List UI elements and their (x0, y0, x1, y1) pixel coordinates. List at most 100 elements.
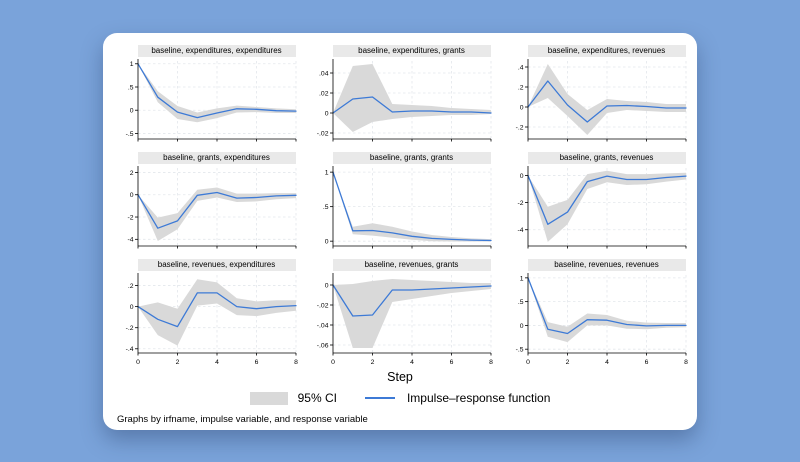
subplot-title: baseline, grants, grants (332, 152, 491, 164)
y-tick-label: 1 (519, 275, 523, 282)
y-tick-label: .5 (322, 204, 328, 211)
y-tick-label: -2 (127, 214, 133, 221)
subplot-cell: baseline, revenues, grants 0 -.02 -.04 -.06… (307, 259, 494, 368)
ci-area (137, 63, 296, 123)
subplot-grid: baseline, expenditures, expenditures 1.5… (103, 33, 697, 368)
subplot-canvas: .04 .02 0 -.02 (316, 59, 492, 142)
subplot-title: baseline, expenditures, revenues (527, 45, 686, 57)
subplot-cell: baseline, grants, grants 1.5 0 (307, 152, 494, 252)
y-tick-label: .04 (319, 70, 329, 77)
ci-area (332, 172, 491, 242)
y-tick-label: -.2 (515, 124, 523, 131)
x-tick-label: 6 (644, 359, 648, 366)
subplot-title: baseline, grants, revenues (527, 152, 686, 164)
y-tick-label: -.4 (125, 346, 133, 353)
subplot-title: baseline, revenues, grants (332, 259, 491, 271)
y-tick-label: -.04 (316, 322, 328, 329)
subplot-canvas: 0 -.02 -.04 -.06 0 2 4 6 8 (316, 273, 493, 366)
ci-legend-label: 95% CI (297, 391, 337, 405)
y-tick-label: 2 (129, 170, 133, 177)
irf-line (331, 284, 492, 317)
y-tick-label: -.5 (125, 131, 133, 138)
irf-line (136, 191, 297, 229)
y-tick-label: .2 (127, 283, 133, 290)
legend: 95% CI Impulse–response function (103, 390, 697, 406)
x-tick-label: 0 (331, 359, 335, 366)
subplot-title: baseline, expenditures, expenditures (137, 45, 296, 57)
x-tick-label: 2 (175, 359, 179, 366)
x-tick-label: 4 (410, 359, 414, 366)
ci-area (137, 279, 296, 346)
irf-legend-line-swatch (364, 397, 395, 399)
x-tick-label: 8 (294, 359, 298, 366)
subplot-cell: baseline, expenditures, revenues .4 .2 0 -.… (502, 45, 689, 145)
y-tick-label: 0 (129, 108, 133, 115)
subplot-cell: baseline, expenditures, grants .04 .02 0 -.… (307, 45, 494, 145)
x-tick-label: 8 (489, 359, 493, 366)
subplot-cell: baseline, grants, expenditures 2 0 -2 -4 (112, 152, 299, 252)
y-tick-label: -4 (127, 237, 133, 244)
ci-legend-swatch (249, 391, 288, 405)
subplot-cell: baseline, expenditures, expenditures 1 .5… (112, 45, 299, 145)
y-tick-label: .5 (127, 84, 133, 91)
subplot-canvas: .20-.2-.40 2 4 6 8 (125, 273, 298, 366)
irf-line (136, 63, 297, 119)
x-tick-label: 2 (565, 359, 569, 366)
subplot-cell: baseline, revenues, revenues 1.5 0 -.5 0 2 4 6… (502, 259, 689, 368)
y-tick-label: 0 (324, 282, 328, 289)
y-tick-label: 0 (324, 110, 328, 117)
x-tick-label: 6 (254, 359, 258, 366)
y-tick-label: 0 (519, 173, 523, 180)
subplot-title: baseline, expenditures, grants (332, 45, 491, 57)
y-tick-label: 0 (129, 304, 133, 311)
x-axis-title: Step (387, 370, 413, 384)
y-tick-label: -.2 (125, 325, 133, 332)
subplot-title: baseline, revenues, revenues (527, 259, 686, 271)
subplot-canvas: .4 .2 0 -.2 (515, 59, 687, 142)
irf-legend-label: Impulse–response function (406, 391, 551, 405)
ci-area (527, 170, 686, 242)
subplot-canvas: 1 .5 0 -.5 (125, 59, 297, 142)
y-tick-label: .02 (319, 90, 329, 97)
y-tick-label: 0 (519, 323, 523, 330)
y-tick-label: -.06 (316, 342, 328, 349)
irf-line (526, 277, 687, 335)
x-tick-label: 0 (136, 359, 140, 366)
subplot-cell: baseline, revenues, expenditures .2 0 -.2 -… (112, 259, 299, 368)
y-tick-label: 1 (324, 170, 328, 177)
y-tick-label: .5 (517, 299, 523, 306)
irf-line (331, 171, 492, 242)
subplot-title: baseline, grants, expenditures (137, 152, 296, 164)
subplot-canvas: 0 -2 -4 (517, 166, 687, 249)
x-tick-label: 2 (370, 359, 374, 366)
y-tick-label: -4 (517, 227, 523, 234)
graph-note: Graphs by irfname, impulse variable, and… (117, 414, 368, 425)
irf-graph-window: baseline, expenditures, expenditures 1.5… (103, 33, 697, 430)
subplot-title: baseline, revenues, expenditures (137, 259, 296, 271)
irf-line (136, 292, 297, 328)
subplot-canvas: 1.50-.50 2 4 6 8 (515, 273, 688, 366)
irf-line (526, 80, 687, 123)
y-tick-label: .2 (517, 84, 523, 91)
y-tick-label: 0 (324, 239, 328, 246)
x-tick-label: 4 (605, 359, 609, 366)
subplot-cell: baseline, grants, revenues 0 -2 -4 (502, 152, 689, 252)
y-tick-label: 0 (519, 104, 523, 111)
irf-line (331, 96, 492, 114)
y-tick-label: -.02 (316, 302, 328, 309)
x-tick-label: 4 (215, 359, 219, 366)
subplot-canvas: 2 0 -2 -4 (127, 166, 297, 249)
y-tick-label: -.02 (316, 130, 328, 137)
y-tick-label: .4 (517, 64, 523, 71)
y-tick-label: 1 (129, 61, 133, 68)
irf-line (526, 174, 687, 225)
ci-area (332, 64, 491, 132)
y-tick-label: -.5 (515, 347, 523, 354)
ci-area (527, 64, 686, 135)
y-tick-label: -2 (517, 200, 523, 207)
subplot-canvas: 1.50 (322, 166, 492, 249)
ci-area (137, 187, 296, 241)
ci-area (332, 279, 491, 348)
y-tick-label: 0 (129, 192, 133, 199)
